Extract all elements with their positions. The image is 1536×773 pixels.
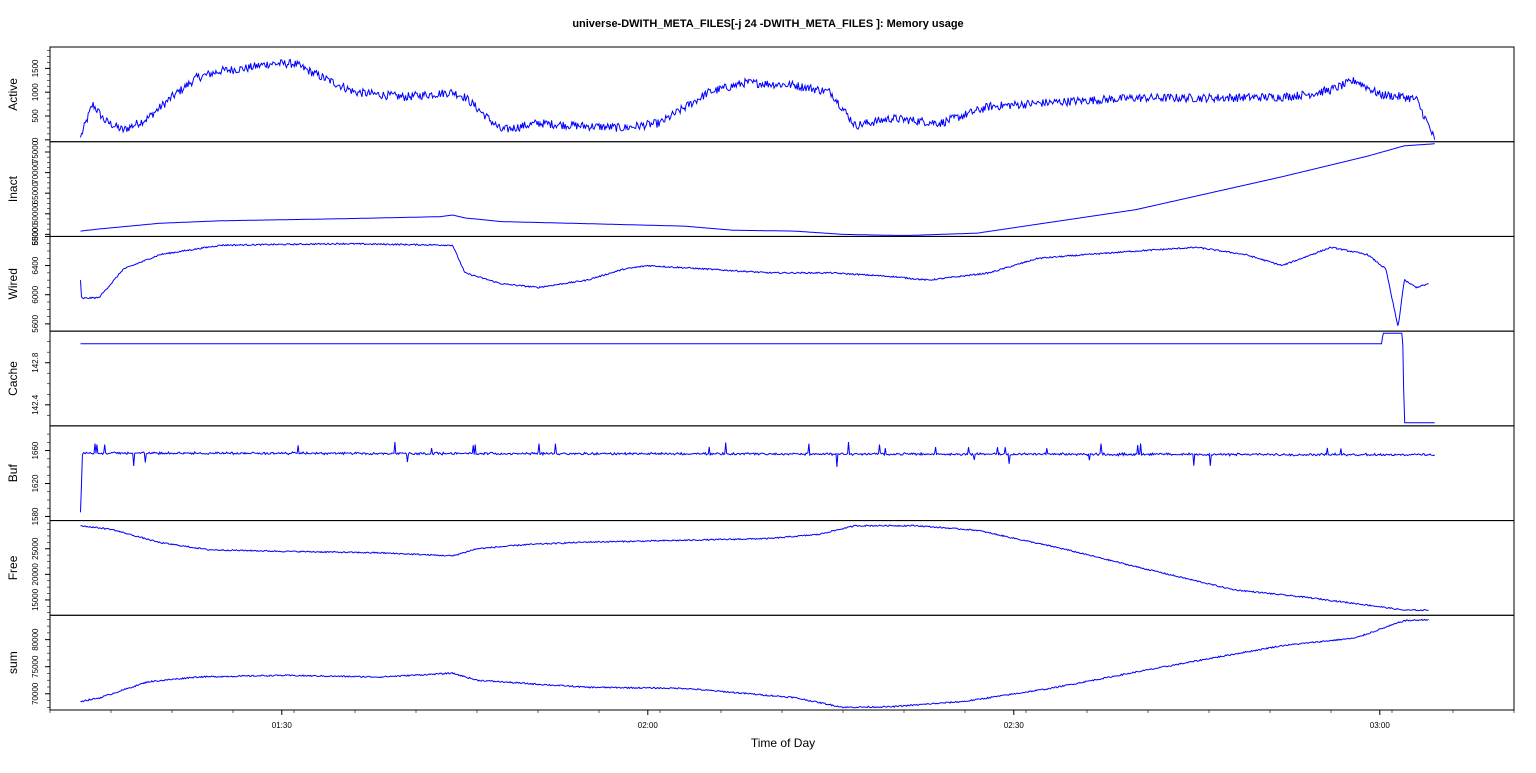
y-tick-label: 15000 <box>31 588 40 611</box>
panel-frame <box>49 330 1515 427</box>
y-tick-label: 55000 <box>31 223 40 246</box>
panel-frame <box>49 425 1515 522</box>
panels-group: Active050010001500Inact55000600006500070… <box>6 46 1515 711</box>
series-line-free <box>80 524 1429 612</box>
x-axis: 01:30 02:00 02:30 03:00 <box>49 710 1515 730</box>
y-tick-label: 25000 <box>31 537 40 560</box>
panel-frame <box>49 235 1515 332</box>
y-tick-label: 142.4 <box>31 394 40 415</box>
x-tick-label: 02:00 <box>638 721 659 730</box>
y-tick-label: 6400 <box>31 256 40 274</box>
y-axis-label: Free <box>6 555 20 580</box>
y-tick-label: 70000 <box>31 682 40 705</box>
panel-free: Free 15000 20000 25000 <box>6 520 1515 616</box>
y-tick-label: 65000 <box>31 182 40 205</box>
panel-frame <box>49 141 1515 237</box>
y-tick-label: 0 <box>31 137 40 142</box>
x-tick-label: 02:30 <box>1004 721 1025 730</box>
y-tick-label: 5600 <box>31 314 40 332</box>
y-axis-label: Wired <box>6 268 20 299</box>
panel-active: Active 0 500 1000 1500 <box>6 46 1515 143</box>
y-tick-label: 1620 <box>31 474 40 492</box>
x-tick-label: 03:00 <box>1370 721 1391 730</box>
series-line-inact <box>80 143 1435 236</box>
y-tick-label: 1580 <box>31 507 40 525</box>
series-line-sum <box>80 618 1429 709</box>
y-tick-label: 6000 <box>31 285 40 303</box>
chart-title: universe-DWITH_META_FILES[-j 24 -DWITH_M… <box>572 18 963 30</box>
y-axis-label: Cache <box>6 361 20 396</box>
y-tick-label: 75000 <box>31 655 40 678</box>
y-axis-label: sum <box>6 651 20 674</box>
y-tick-label: 60000 <box>31 202 40 225</box>
y-tick-label: 70000 <box>31 161 40 184</box>
y-tick-label: 1660 <box>31 441 40 459</box>
panel-frame <box>49 520 1515 616</box>
y-tick-label: 1500 <box>31 59 40 77</box>
series-line-cache <box>80 332 1435 424</box>
y-axis-label: Buf <box>6 464 20 483</box>
panel-frame <box>49 614 1515 711</box>
y-tick-label: 75000 <box>31 140 40 163</box>
y-tick-label: 1000 <box>31 83 40 101</box>
y-axis-label: Inact <box>6 175 20 202</box>
x-tick-label: 01:30 <box>272 721 293 730</box>
series-line-active <box>80 58 1436 140</box>
panel-sum: sum 70000 75000 80000 <box>6 614 1515 711</box>
series-line-buf <box>80 441 1436 513</box>
panel-buf: Buf 1580 1620 1660 <box>6 425 1515 525</box>
panel-wired: Wired 5600 6000 6400 6800 <box>6 227 1515 333</box>
panel-cache: Cache 142.4 142.8 <box>6 330 1515 427</box>
x-axis-label: Time of Day <box>751 736 815 750</box>
y-tick-label: 20000 <box>31 563 40 586</box>
y-tick-label: 80000 <box>31 628 40 651</box>
y-axis-label: Active <box>6 78 20 111</box>
series-line-wired <box>80 242 1429 326</box>
y-tick-label: 6800 <box>31 227 40 245</box>
y-tick-label: 142.8 <box>31 352 40 373</box>
y-tick-label: 500 <box>31 109 40 123</box>
